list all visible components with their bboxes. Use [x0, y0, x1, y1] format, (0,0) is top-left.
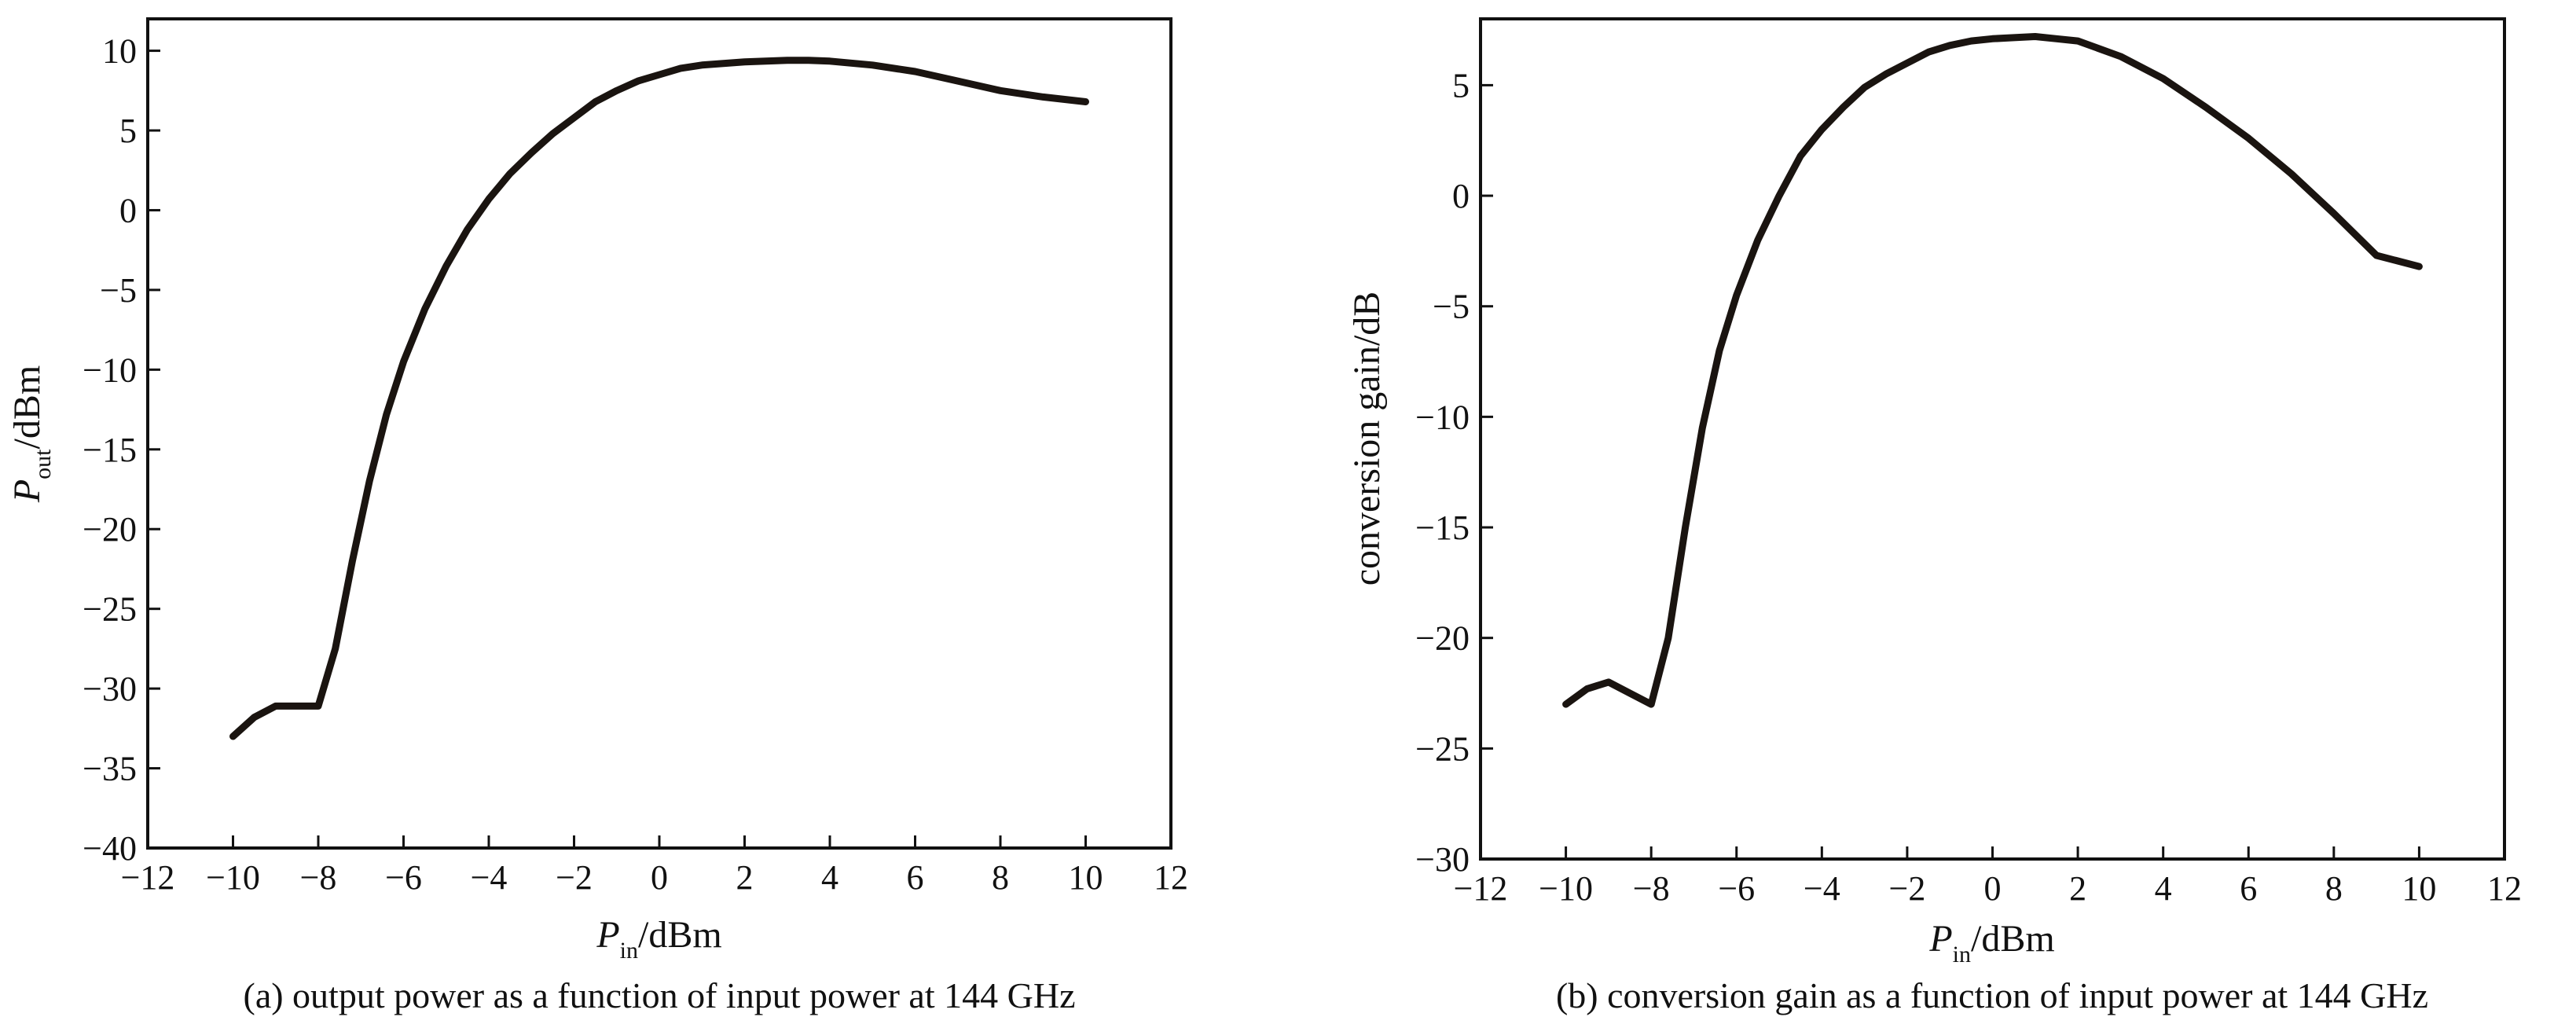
y-axis-ticks-b: −30 −25 −20 −15 −10 −5 0 5 [1415, 66, 1493, 879]
x-tick-label: 4 [2155, 869, 2172, 908]
x-tick-label: 0 [651, 858, 668, 897]
y-tick-label: 10 [102, 32, 137, 71]
x-tick-label: 6 [2240, 869, 2257, 908]
x-tick-label: −8 [1633, 869, 1670, 908]
x-tick-label: 4 [821, 858, 838, 897]
x-axis-label-a: Pin/dBm [596, 914, 721, 964]
y-tick-label: −15 [83, 431, 137, 469]
x-tick-label: 10 [1069, 858, 1103, 897]
x-tick-label: 8 [2325, 869, 2343, 908]
y-tick-label: −20 [1415, 619, 1470, 658]
y-tick-label: 5 [119, 112, 137, 150]
x-tick-label: −2 [556, 858, 593, 897]
caption-a: (a) output power as a function of input … [244, 975, 1076, 1015]
y-tick-label: −25 [83, 590, 137, 629]
x-tick-label: −6 [385, 858, 422, 897]
y-tick-label: 5 [1452, 66, 1470, 105]
caption-b: (b) conversion gain as a function of inp… [1556, 975, 2428, 1015]
y-axis-ticks-a: −40 −35 −30 −25 −20 −15 −10 −5 0 5 10 [83, 32, 160, 868]
y-tick-label: −5 [1433, 288, 1470, 326]
x-tick-label: −12 [1454, 869, 1508, 908]
x-tick-label: 12 [1154, 858, 1188, 897]
x-axis-ticks-a: −12 −10 −8 −6 −4 −2 0 2 4 6 8 10 12 [121, 835, 1188, 897]
x-tick-label: 12 [2487, 869, 2522, 908]
x-axis-label-b: Pin/dBm [1928, 918, 2054, 967]
chart-a: −12 −10 −8 −6 −4 −2 0 2 4 6 8 10 12 −40−35−30−25−20−… [6, 17, 1188, 1015]
chart-b: −12 −10 −8 −6 −4 −2 0 2 4 6 8 10 12 −30−25−20−15−10−… [1346, 17, 2522, 1015]
series-line-b [1562, 33, 2423, 708]
x-tick-label: −6 [1718, 869, 1755, 908]
y-tick-label: −35 [83, 750, 137, 788]
y-tick-label: −30 [1415, 840, 1470, 879]
x-tick-label: 2 [2069, 869, 2086, 908]
x-tick-label: 2 [736, 858, 754, 897]
y-axis-label-a: Pout/dBm [6, 365, 56, 503]
x-tick-label: 8 [992, 858, 1009, 897]
y-tick-label: −15 [1415, 508, 1470, 547]
y-tick-label: 0 [1452, 177, 1470, 215]
y-tick-label: 0 [119, 191, 137, 229]
y-tick-label: −40 [83, 829, 137, 868]
plot-frame-b [1479, 17, 2506, 861]
x-tick-label: −12 [121, 858, 175, 897]
plot-frame-a [146, 17, 1172, 850]
y-tick-label: −20 [83, 510, 137, 549]
x-tick-label: 10 [2402, 869, 2436, 908]
y-tick-label: −10 [83, 351, 137, 389]
x-tick-label: 0 [1984, 869, 2002, 908]
y-axis-label-b: conversion gain/dB [1346, 292, 1388, 586]
y-tick-label: −10 [1415, 398, 1470, 436]
x-tick-label: −4 [471, 858, 508, 897]
x-tick-label: −4 [1804, 869, 1840, 908]
x-tick-label: −2 [1889, 869, 1926, 908]
x-tick-label: 6 [907, 858, 924, 897]
x-tick-label: −8 [300, 858, 337, 897]
y-tick-label: −5 [100, 271, 137, 310]
x-tick-label: −10 [1539, 869, 1593, 908]
series-line-a [229, 57, 1089, 740]
x-axis-ticks-b: −12 −10 −8 −6 −4 −2 0 2 4 6 8 10 12 [1454, 846, 2522, 908]
y-tick-label: −30 [83, 670, 137, 708]
x-tick-label: −10 [206, 858, 260, 897]
y-tick-label: −25 [1415, 729, 1470, 768]
